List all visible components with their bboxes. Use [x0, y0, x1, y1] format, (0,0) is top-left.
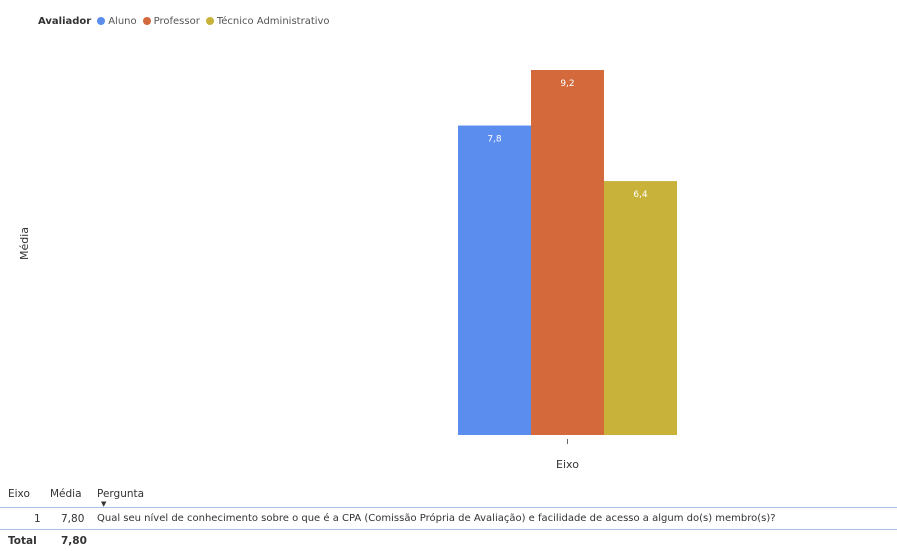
table-row[interactable]: 1 7,80 Qual seu nível de conhecimento so…: [0, 508, 897, 530]
legend-dot-aluno: [97, 17, 106, 25]
data-label: 7,8: [487, 135, 502, 145]
x-axis-label: Eixo: [556, 458, 579, 471]
legend-label-aluno: Aluno: [108, 15, 137, 27]
bar-aluno[interactable]: [458, 125, 531, 435]
sort-desc-icon[interactable]: ▼: [101, 500, 107, 508]
data-label: 9,2: [560, 79, 574, 89]
legend: Avaliador Aluno Professor Técnico Admini…: [38, 12, 336, 30]
cell-media: 7,80: [61, 513, 85, 525]
bar-professor[interactable]: [531, 70, 604, 435]
cell-eixo: 1: [34, 513, 41, 525]
table-header-row: Eixo Média Pergunta ▼: [0, 483, 897, 508]
legend-item-tecnico[interactable]: Técnico Administrativo: [205, 15, 330, 27]
header-eixo[interactable]: Eixo: [8, 488, 30, 500]
legend-title: Avaliador: [38, 15, 92, 27]
data-label: 6,4: [633, 190, 648, 200]
legend-dot-professor: [142, 17, 151, 25]
legend-dot-tecnico: [205, 17, 214, 25]
total-label: Total: [8, 535, 37, 547]
total-media: 7,80: [61, 535, 87, 547]
header-media[interactable]: Média: [50, 488, 82, 500]
header-pergunta[interactable]: Pergunta: [97, 488, 145, 500]
legend-label-professor: Professor: [153, 15, 200, 27]
table-total-row: Total 7,80: [0, 530, 897, 551]
legend-label-tecnico: Técnico Administrativo: [216, 15, 330, 27]
cell-pergunta: Qual seu nível de conhecimento sobre o q…: [97, 513, 776, 524]
data-table: Eixo Média Pergunta ▼ 1 7,80 Qual seu ní…: [0, 483, 897, 551]
bar-técnico[interactable]: [604, 181, 677, 435]
legend-item-professor[interactable]: Professor: [142, 15, 200, 27]
bar-chart: 7,8 9,2 6,4 Eixo: [458, 70, 677, 471]
legend-item-aluno[interactable]: Aluno: [97, 15, 137, 27]
